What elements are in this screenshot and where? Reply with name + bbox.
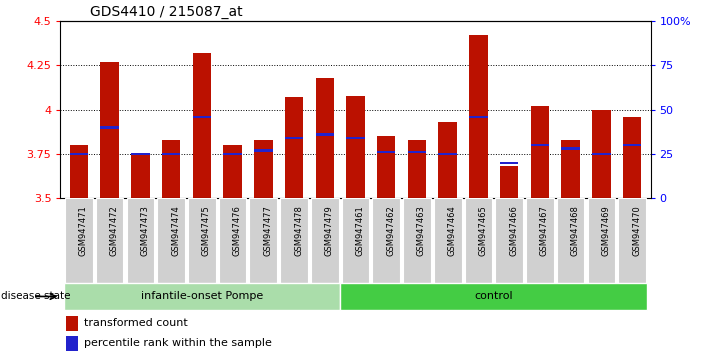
Bar: [592, 110, 611, 198]
Text: GDS4410 / 215087_at: GDS4410 / 215087_at: [90, 5, 242, 19]
Text: GSM947468: GSM947468: [571, 205, 579, 256]
Bar: [316, 78, 334, 198]
Bar: [469, 116, 488, 118]
Bar: [377, 136, 395, 198]
Text: GSM947461: GSM947461: [356, 205, 365, 256]
FancyBboxPatch shape: [219, 198, 247, 283]
Text: GSM947462: GSM947462: [386, 205, 395, 256]
FancyBboxPatch shape: [127, 198, 154, 283]
Bar: [530, 106, 549, 198]
Bar: [162, 140, 181, 198]
Bar: [285, 137, 304, 139]
Text: GSM947477: GSM947477: [263, 205, 272, 256]
Bar: [100, 126, 119, 129]
FancyBboxPatch shape: [496, 198, 523, 283]
Bar: [500, 166, 518, 198]
Text: GSM947474: GSM947474: [171, 205, 180, 256]
Bar: [193, 116, 211, 118]
Bar: [100, 62, 119, 198]
Bar: [285, 97, 304, 198]
Bar: [500, 161, 518, 164]
Bar: [623, 117, 641, 198]
Bar: [469, 35, 488, 198]
Bar: [439, 122, 457, 198]
Text: GSM947465: GSM947465: [479, 205, 488, 256]
Bar: [66, 316, 78, 331]
Bar: [562, 148, 580, 150]
Bar: [407, 140, 426, 198]
Bar: [439, 153, 457, 155]
FancyBboxPatch shape: [464, 198, 492, 283]
Bar: [131, 154, 149, 198]
Text: GSM947472: GSM947472: [109, 205, 119, 256]
Text: GSM947479: GSM947479: [325, 205, 333, 256]
Bar: [623, 144, 641, 147]
Bar: [562, 140, 580, 198]
Bar: [223, 145, 242, 198]
Bar: [131, 153, 149, 155]
Bar: [407, 151, 426, 154]
Text: GSM947476: GSM947476: [232, 205, 242, 256]
FancyBboxPatch shape: [311, 198, 338, 283]
FancyBboxPatch shape: [63, 283, 340, 310]
Bar: [592, 153, 611, 155]
FancyBboxPatch shape: [434, 198, 461, 283]
Bar: [193, 53, 211, 198]
Text: GSM947467: GSM947467: [540, 205, 549, 256]
Bar: [530, 144, 549, 147]
Text: infantile-onset Pompe: infantile-onset Pompe: [141, 291, 263, 302]
Bar: [254, 149, 272, 152]
Bar: [377, 151, 395, 154]
Text: GSM947473: GSM947473: [140, 205, 149, 256]
Bar: [346, 137, 365, 139]
FancyBboxPatch shape: [587, 198, 615, 283]
FancyBboxPatch shape: [65, 198, 92, 283]
Bar: [346, 96, 365, 198]
Bar: [162, 153, 181, 155]
FancyBboxPatch shape: [403, 198, 431, 283]
FancyBboxPatch shape: [342, 198, 369, 283]
Text: GSM947475: GSM947475: [202, 205, 211, 256]
Text: GSM947464: GSM947464: [448, 205, 456, 256]
FancyBboxPatch shape: [96, 198, 124, 283]
Bar: [223, 153, 242, 155]
Text: percentile rank within the sample: percentile rank within the sample: [84, 338, 272, 348]
Text: GSM947470: GSM947470: [632, 205, 641, 256]
Bar: [70, 153, 88, 155]
FancyBboxPatch shape: [250, 198, 277, 283]
FancyBboxPatch shape: [280, 198, 308, 283]
Text: GSM947471: GSM947471: [79, 205, 88, 256]
Text: GSM947466: GSM947466: [509, 205, 518, 256]
Bar: [70, 145, 88, 198]
FancyBboxPatch shape: [557, 198, 584, 283]
Text: GSM947463: GSM947463: [417, 205, 426, 256]
FancyBboxPatch shape: [340, 283, 648, 310]
FancyBboxPatch shape: [157, 198, 185, 283]
Text: control: control: [474, 291, 513, 302]
Bar: [66, 336, 78, 350]
Bar: [254, 140, 272, 198]
FancyBboxPatch shape: [526, 198, 554, 283]
Text: GSM947478: GSM947478: [294, 205, 303, 256]
FancyBboxPatch shape: [188, 198, 215, 283]
Bar: [316, 133, 334, 136]
FancyBboxPatch shape: [619, 198, 646, 283]
Text: GSM947469: GSM947469: [602, 205, 610, 256]
Text: transformed count: transformed count: [84, 318, 188, 329]
FancyBboxPatch shape: [373, 198, 400, 283]
Text: disease state: disease state: [1, 291, 70, 302]
